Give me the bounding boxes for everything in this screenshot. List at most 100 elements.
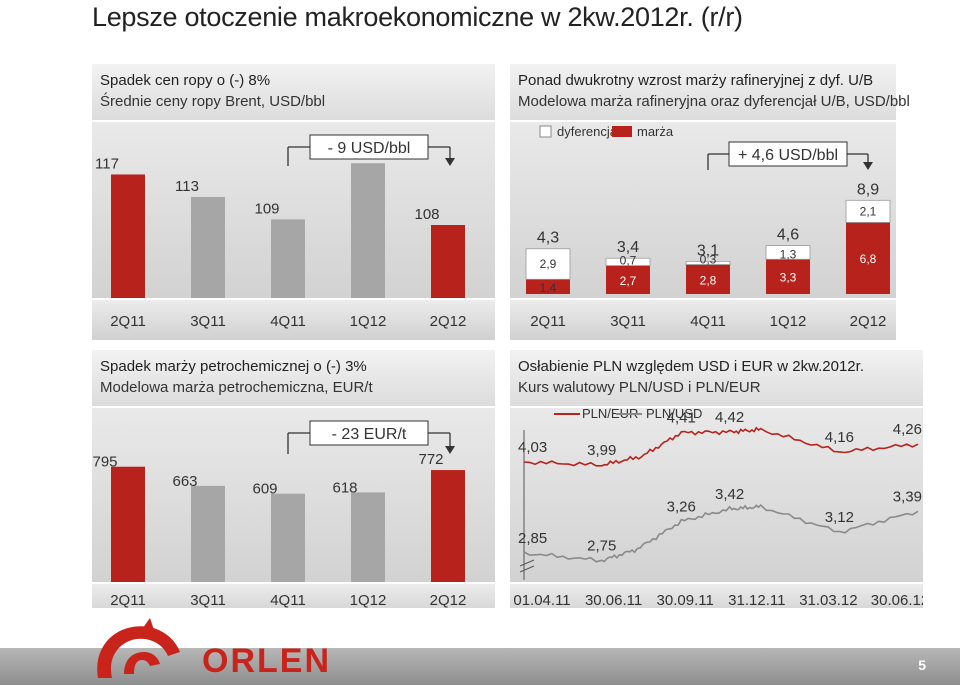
fx-axis-break-2	[520, 566, 534, 572]
refining-x-tick: 4Q11	[690, 313, 726, 330]
fx-x-tick: 30.09.11	[657, 592, 714, 609]
brent-x-tick: 4Q11	[270, 313, 306, 330]
petchem-x-tick: 2Q11	[110, 592, 146, 609]
petchem-x-tick: 1Q12	[350, 592, 387, 609]
brent-x-tick: 2Q12	[430, 313, 467, 330]
brent-chart: 1172Q111133Q111094Q111191Q121082Q12- 9 U…	[92, 122, 495, 340]
orlen-logo-text: ORLEN	[202, 642, 331, 680]
fx-data-label: 3,39	[893, 488, 922, 505]
refining-callout-arrow-icon	[863, 162, 873, 170]
petchem-callout-arrow-icon	[445, 446, 455, 454]
fx-x-tick: 30.06.12	[871, 592, 923, 609]
refining-dyferencjal-label: 2,9	[540, 257, 557, 271]
page-number: 5	[918, 657, 926, 673]
orlen-logo: ORLEN	[80, 612, 340, 685]
refining-x-tick: 3Q11	[610, 313, 646, 330]
brent-value-label: 113	[175, 178, 199, 195]
refining-marza-label: 3,3	[780, 271, 797, 285]
fx-data-label: 3,42	[715, 486, 744, 503]
fx-data-label: 4,26	[893, 421, 922, 438]
petchem-value-label: 772	[418, 451, 443, 468]
refining-total-label: 4,6	[777, 227, 799, 244]
petchem-x-tick: 4Q11	[270, 592, 306, 609]
fx-data-label: 4,03	[518, 439, 547, 456]
brent-x-tick: 1Q12	[350, 313, 387, 330]
petchem-x-tick: 3Q11	[190, 592, 226, 609]
refining-marza-label: 1,4	[540, 281, 557, 295]
refining-total-label: 3,1	[697, 242, 719, 259]
brent-value-label: 108	[414, 206, 439, 223]
brent-bar-2Q12	[431, 225, 465, 298]
brent-x-tick: 3Q11	[190, 313, 226, 330]
brent-callout-label: - 9 USD/bbl	[328, 140, 411, 157]
fx-panel-header: Osłabienie PLN względem USD i EUR w 2kw.…	[510, 350, 923, 406]
fx-axis-break-1	[520, 560, 534, 566]
petchem-panel-title: Spadek marży petrochemicznej o (-) 3%	[100, 358, 367, 375]
brent-bar-1Q12	[351, 163, 385, 298]
petchem-value-label: 663	[172, 473, 197, 490]
petchem-value-label: 618	[332, 479, 357, 496]
legend-label-dyferencjal: dyferencjał	[557, 124, 620, 139]
petchem-bar-4Q11	[271, 494, 305, 582]
brent-panel-header: Spadek cen ropy o (-) 8% Średnie ceny ro…	[92, 64, 495, 120]
refining-panel-header: Ponad dwukrotny wzrost marży rafineryjne…	[510, 64, 896, 120]
brent-value-label: 109	[254, 200, 279, 217]
fx-data-label: 4,41	[667, 410, 696, 427]
petchem-callout-label: - 23 EUR/t	[332, 426, 407, 443]
refining-total-label: 3,4	[617, 239, 639, 256]
refining-x-tick: 1Q12	[770, 313, 807, 330]
fx-panel-subtitle: Kurs walutowy PLN/USD i PLN/EUR	[518, 379, 761, 396]
brent-bar-3Q11	[191, 197, 225, 298]
petchem-panel-subtitle: Modelowa marża petrochemiczna, EUR/t	[100, 379, 373, 396]
fx-line-pln-eur	[524, 428, 918, 466]
page-title: Lepsze otoczenie makroekonomiczne w 2kw.…	[92, 2, 743, 33]
fx-data-label: 4,42	[715, 409, 744, 426]
fx-x-tick: 31.03.12	[799, 592, 857, 609]
petchem-value-label: 795	[92, 454, 117, 471]
petchem-value-label: 609	[252, 481, 277, 498]
brent-bar-2Q11	[111, 174, 145, 298]
refining-marza-label: 2,7	[620, 274, 637, 288]
refining-x-tick: 2Q12	[850, 313, 887, 330]
petchem-bar-2Q11	[111, 467, 145, 582]
fx-line-pln-usd	[524, 505, 918, 562]
fx-data-label: 3,12	[825, 509, 854, 526]
refining-x-tick: 2Q11	[530, 313, 566, 330]
refining-dyferencjal-label: 1,3	[780, 247, 797, 261]
legend-swatch-marza	[612, 126, 632, 137]
legend-swatch-dyferencjal	[540, 126, 551, 137]
fx-chart: PLN/EURPLN/USD4,033,994,414,424,164,262,…	[510, 408, 923, 618]
refining-total-label: 8,9	[857, 181, 879, 198]
brent-x-tick: 2Q11	[110, 313, 146, 330]
petchem-bar-2Q12	[431, 470, 465, 582]
fx-x-tick: 30.06.11	[585, 592, 642, 609]
legend-label-marza: marża	[637, 124, 674, 139]
fx-x-tick: 01.04.11	[513, 592, 570, 609]
fx-data-label: 3,99	[587, 442, 616, 459]
fx-data-label: 2,75	[587, 538, 616, 555]
fx-panel-title: Osłabienie PLN względem USD i EUR w 2kw.…	[518, 358, 864, 375]
brent-panel-title: Spadek cen ropy o (-) 8%	[100, 72, 270, 89]
petchem-bar-1Q12	[351, 492, 385, 582]
refining-panel-title: Ponad dwukrotny wzrost marży rafineryjne…	[518, 72, 873, 89]
refining-chart: dyferencjałmarża1,42,94,32Q112,70,73,43Q…	[510, 122, 896, 340]
petchem-chart: 795 2Q11 663 3Q11 609 4Q11 618 1Q12 772 2Q12 - 23 …	[92, 408, 495, 618]
petchem-panel-header: Spadek marży petrochemicznej o (-) 3% Mo…	[92, 350, 495, 406]
fx-data-label: 2,85	[518, 530, 547, 547]
refining-dyferencjal-label: 2,1	[860, 204, 877, 218]
orlen-eagle-icon	[97, 618, 180, 678]
refining-callout-label: + 4,6 USD/bbl	[738, 147, 838, 164]
fx-x-tick: 31.12.11	[728, 592, 785, 609]
refining-total-label: 4,3	[537, 230, 559, 247]
brent-bar-4Q11	[271, 219, 305, 298]
refining-panel-subtitle: Modelowa marża rafineryjna oraz dyferenc…	[518, 93, 910, 110]
fx-data-label: 3,26	[667, 498, 696, 515]
petchem-x-tick: 2Q12	[430, 592, 467, 609]
fx-data-label: 4,16	[825, 429, 854, 446]
refining-marza-label: 2,8	[700, 273, 717, 287]
brent-panel-subtitle: Średnie ceny ropy Brent, USD/bbl	[100, 93, 325, 110]
brent-callout-arrow-icon	[445, 158, 455, 166]
brent-value-label: 117	[95, 155, 119, 172]
petchem-bar-3Q11	[191, 486, 225, 582]
refining-marza-label: 6,8	[860, 252, 877, 266]
